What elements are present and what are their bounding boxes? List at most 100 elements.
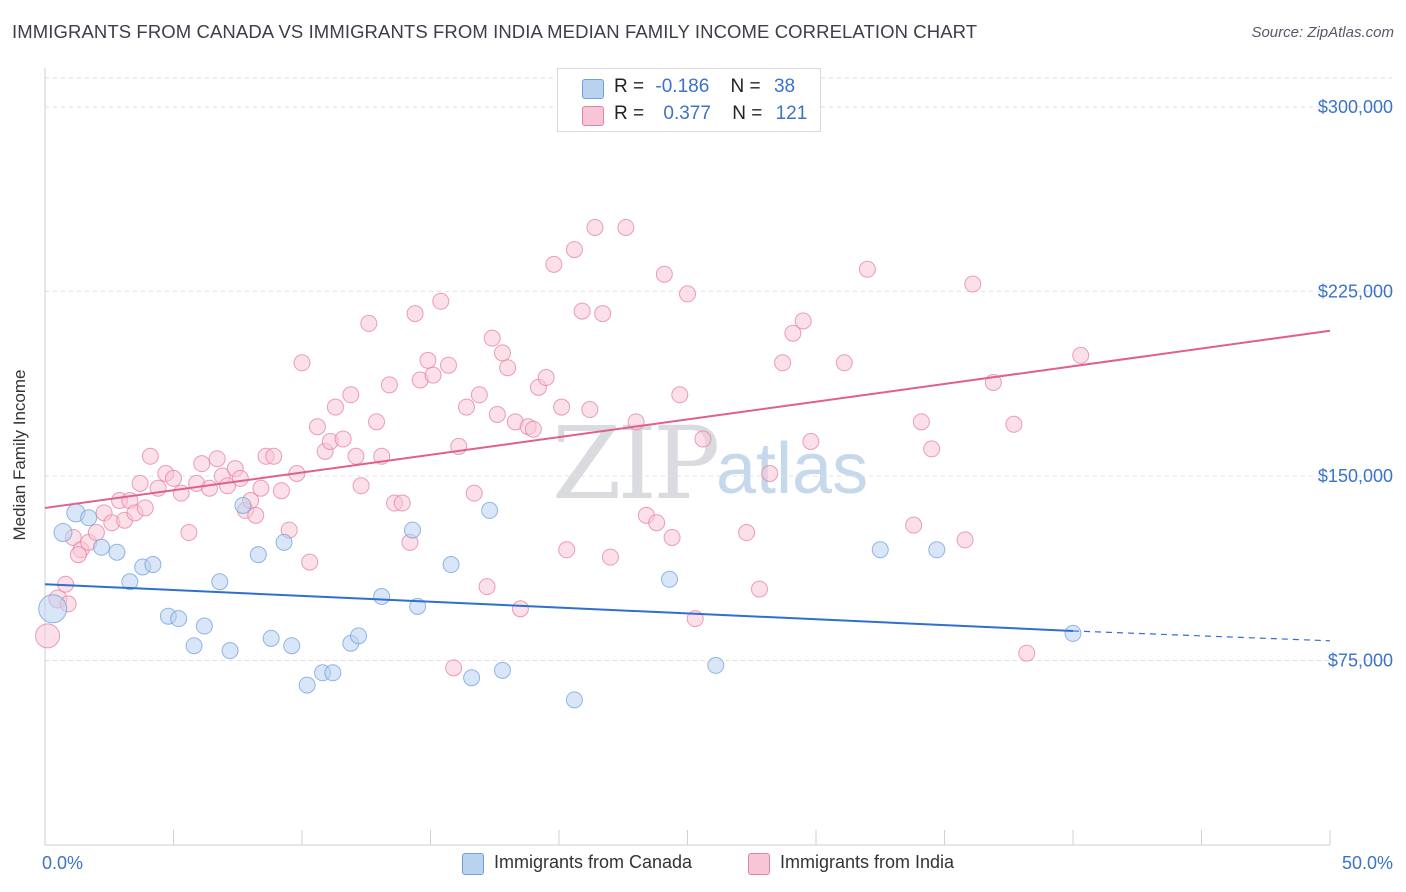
- india-point: [424, 366, 442, 384]
- india-point: [231, 469, 249, 487]
- canada-point: [38, 594, 68, 624]
- canada-trend-line: [44, 583, 1074, 632]
- india-point: [380, 376, 398, 394]
- india-point: [553, 398, 571, 416]
- india-point: [581, 401, 599, 419]
- canada-point: [350, 627, 368, 645]
- india-point: [524, 420, 542, 438]
- india-point: [594, 305, 612, 323]
- india-point: [545, 255, 563, 273]
- legend-n-value-canada: 38: [773, 76, 796, 97]
- canada-trend-extension: [1072, 630, 1331, 642]
- india-point: [784, 324, 802, 342]
- india-point: [488, 405, 506, 423]
- india-point: [136, 499, 154, 517]
- india-point: [738, 524, 756, 542]
- y-tick-label: $225,000: [1318, 281, 1393, 301]
- canada-point: [170, 610, 188, 628]
- watermark-atlas: atlas: [716, 429, 869, 509]
- india-point: [655, 265, 673, 283]
- y-tick-label: $300,000: [1318, 97, 1393, 117]
- india-point: [247, 506, 265, 524]
- canada-point: [275, 533, 293, 551]
- india-legend-label: Immigrants from India: [780, 852, 955, 872]
- canada-point: [928, 541, 946, 559]
- india-point: [342, 386, 360, 404]
- india-point: [663, 528, 681, 546]
- legend-r-label: R =: [614, 103, 645, 124]
- india-point: [352, 477, 370, 495]
- legend-n-value-india: 121: [775, 103, 808, 124]
- india-point: [419, 351, 437, 369]
- india-point: [493, 344, 511, 362]
- india-point: [858, 260, 876, 278]
- india-legend-swatch: [748, 853, 770, 875]
- india-swatch: [582, 106, 604, 126]
- india-point: [347, 447, 365, 465]
- india-point: [439, 356, 457, 374]
- legend-r-value-india: 0.377: [663, 103, 711, 124]
- canada-point: [234, 496, 252, 514]
- india-point: [802, 433, 820, 451]
- source-label: Source: ZipAtlas.com: [1251, 24, 1394, 41]
- canada-swatch: [582, 79, 604, 99]
- india-point: [761, 464, 779, 482]
- canada-legend-label: Immigrants from Canada: [494, 852, 693, 872]
- legend-r-value-canada: -0.186: [655, 76, 710, 97]
- y-axis-label-container: Median Family Income: [0, 300, 40, 610]
- india-point: [35, 623, 61, 649]
- india-point: [573, 302, 591, 320]
- india-point: [406, 305, 424, 323]
- y-axis-label: Median Family Income: [10, 369, 29, 541]
- india-point: [794, 312, 812, 330]
- india-point: [432, 292, 450, 310]
- canada-point: [221, 642, 239, 660]
- india-point: [301, 553, 319, 571]
- legend-r-label: R =: [614, 76, 645, 97]
- legend-n-label: N =: [730, 76, 761, 97]
- legend-n-label: N =: [732, 103, 763, 124]
- india-point: [601, 548, 619, 566]
- india-point: [293, 354, 311, 372]
- canada-point: [442, 556, 460, 574]
- canada-point: [298, 676, 316, 694]
- canada-point: [121, 573, 139, 591]
- canada-point: [93, 538, 111, 556]
- india-point: [694, 430, 712, 448]
- x-tick-label: 0.0%: [42, 853, 83, 873]
- india-point: [326, 398, 344, 416]
- india-point: [193, 455, 211, 473]
- india-point: [69, 546, 87, 564]
- india-point: [200, 479, 218, 497]
- india-point: [360, 314, 378, 332]
- india-point: [537, 369, 555, 387]
- india-point: [165, 469, 182, 487]
- canada-legend-swatch: [462, 853, 484, 875]
- canada-point: [661, 570, 679, 588]
- india-trend-line: [44, 329, 1331, 509]
- india-point: [558, 541, 576, 559]
- chart-title: IMMIGRANTS FROM CANADA VS IMMIGRANTS FRO…: [12, 21, 978, 42]
- legend-row-canada: R = -0.186 N = 38: [558, 75, 820, 101]
- india-point: [964, 275, 982, 293]
- canada-point: [707, 656, 725, 674]
- y-tick-label: $75,000: [1328, 650, 1393, 670]
- india-point: [478, 578, 496, 596]
- india-point: [180, 524, 198, 542]
- india-point: [617, 218, 635, 236]
- india-point: [750, 580, 768, 598]
- india-point: [465, 484, 483, 502]
- india-point: [87, 524, 105, 542]
- canada-point: [195, 617, 213, 635]
- india-point: [671, 386, 689, 404]
- india-point: [499, 359, 517, 377]
- india-point: [265, 447, 283, 465]
- india-point: [457, 398, 475, 416]
- india-point: [648, 514, 666, 532]
- india-point: [368, 413, 386, 431]
- canada-point: [108, 543, 126, 561]
- india-point: [131, 474, 149, 492]
- legend-row-india: R = 0.377 N = 121: [558, 102, 820, 128]
- india-point: [470, 386, 488, 404]
